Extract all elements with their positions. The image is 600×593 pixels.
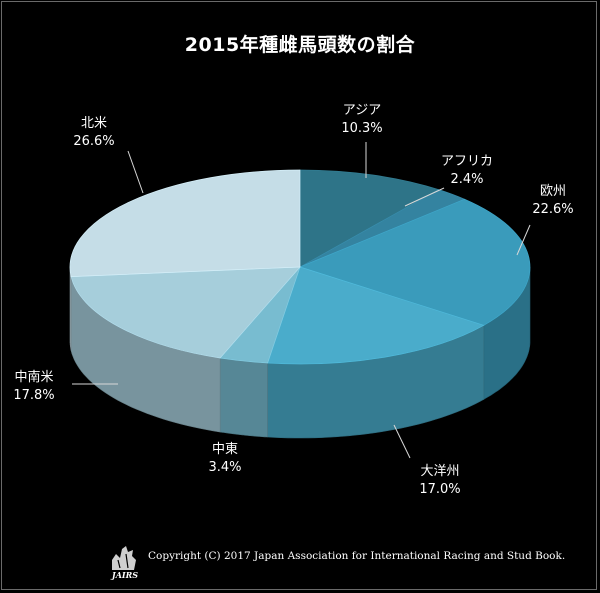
pie-leader-lines (72, 142, 531, 459)
slice-name: アジア (342, 103, 382, 118)
pie-side-walls (69, 267, 531, 439)
slice-percent: 2.4% (450, 172, 484, 187)
pie-side-slice (69, 267, 72, 351)
slice-label-north-america: 北米 26.6% (64, 115, 124, 151)
pie-slice (267, 266, 485, 365)
chart-title: 2015年種雌馬頭数の割合 (184, 34, 416, 56)
leader-line (516, 224, 531, 256)
slice-percent: 3.4% (208, 460, 242, 475)
leader-line (393, 424, 411, 459)
slice-name: 中南米 (14, 370, 54, 385)
slice-label-africa: アフリカ 2.4% (432, 153, 502, 189)
slice-name: 大洋州 (420, 464, 460, 479)
slice-label-latin-america: 中南米 17.8% (4, 369, 64, 405)
slice-label-europe: 欧州 22.6% (523, 183, 583, 219)
slice-name: 中東 (211, 442, 238, 457)
leader-line (127, 150, 144, 194)
slice-name: アフリカ (440, 154, 493, 169)
slice-percent: 10.3% (341, 121, 383, 136)
pie-slice (299, 169, 440, 268)
pie-top-slices (69, 169, 531, 365)
slice-percent: 17.8% (13, 388, 55, 403)
pie-slice (298, 198, 531, 326)
leader-line (404, 187, 445, 207)
slice-name: 欧州 (539, 184, 566, 199)
pie-slice (69, 169, 301, 277)
slice-name: 北米 (80, 116, 107, 131)
pie-slice (70, 266, 301, 359)
copyright-text: Copyright (C) 2017 Japan Association for… (148, 550, 566, 562)
slice-percent: 26.6% (73, 134, 115, 149)
slice-percent: 22.6% (532, 202, 574, 217)
jairs-logo-icon: JAIRS (110, 546, 138, 580)
slice-label-oceania: 大洋州 17.0% (410, 463, 470, 499)
slice-percent: 17.0% (419, 482, 461, 497)
slice-label-asia: アジア 10.3% (332, 102, 392, 138)
svg-text:JAIRS: JAIRS (110, 570, 138, 580)
pie-side-slice (219, 357, 268, 438)
footer: JAIRS Copyright (C) 2017 Japan Associati… (106, 540, 586, 580)
slice-label-middle-east: 中東 3.4% (200, 441, 250, 477)
